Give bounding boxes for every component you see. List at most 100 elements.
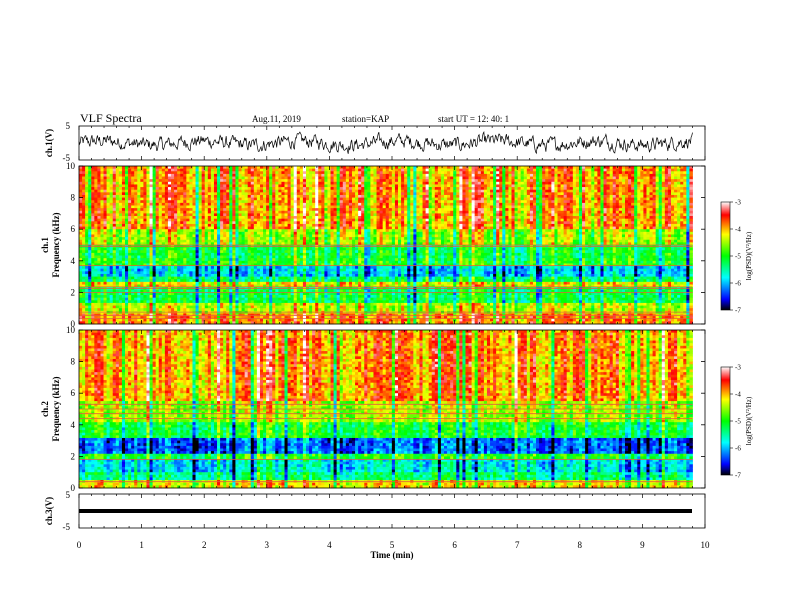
spectrogram-cell bbox=[189, 308, 193, 312]
spectrogram-cell bbox=[128, 260, 132, 264]
spectrogram-cell bbox=[281, 316, 285, 320]
spectrogram-cell bbox=[121, 252, 126, 256]
spectrogram-cell bbox=[210, 295, 215, 299]
spectrogram-cell bbox=[115, 197, 120, 201]
spectrogram-cell bbox=[284, 250, 288, 254]
spectrogram-cell bbox=[296, 168, 301, 172]
spectrogram-cell bbox=[235, 237, 239, 241]
spectrogram-cell bbox=[253, 210, 258, 214]
spectrogram-cell bbox=[155, 221, 160, 225]
spectrogram-cell bbox=[315, 305, 319, 309]
spectrogram-cell bbox=[109, 263, 114, 267]
spectrogram-cell bbox=[235, 221, 239, 225]
spectrogram-cell bbox=[275, 302, 279, 306]
spectrogram-cell bbox=[244, 200, 249, 204]
spectrogram-cell bbox=[272, 210, 276, 214]
spectrogram-cell bbox=[210, 223, 215, 227]
spectrogram-cell bbox=[112, 218, 117, 222]
spectrogram-cell bbox=[201, 255, 206, 259]
spectrogram-cell bbox=[91, 271, 95, 275]
spectrogram-cell bbox=[229, 208, 233, 212]
spectrogram-cell bbox=[278, 181, 282, 185]
spectrogram-cell bbox=[149, 260, 154, 264]
spectrogram-cell bbox=[296, 242, 301, 246]
spectrogram-cell bbox=[232, 226, 236, 230]
spectrogram-cell bbox=[287, 297, 292, 301]
spectrogram-cell bbox=[204, 239, 209, 243]
spectrogram-cell bbox=[296, 247, 301, 251]
spectrogram-cell bbox=[85, 184, 89, 188]
spectrogram-cell bbox=[183, 242, 187, 246]
spectrogram-cell bbox=[217, 197, 221, 201]
spectrogram-cell bbox=[220, 273, 224, 277]
spectrogram-cell bbox=[85, 226, 89, 230]
spectrogram-cell bbox=[192, 187, 196, 191]
spectrogram-cell bbox=[244, 279, 249, 283]
spectrogram-cell bbox=[217, 318, 221, 322]
spectrogram-cell bbox=[82, 276, 86, 280]
spectrogram-cell bbox=[269, 234, 273, 238]
spectrogram-cell bbox=[134, 247, 138, 251]
spectrogram-cell bbox=[229, 239, 233, 243]
spectrogram-cell bbox=[223, 242, 227, 246]
spectrogram-cell bbox=[204, 202, 209, 206]
spectrogram-cell bbox=[223, 231, 227, 235]
spectrogram-cell bbox=[333, 168, 338, 172]
spectrogram-cell bbox=[263, 279, 267, 283]
spectrogram-cell bbox=[118, 260, 123, 264]
spectrogram-cell bbox=[241, 218, 246, 222]
spectrogram-cell bbox=[266, 273, 270, 277]
spectrogram-cell bbox=[241, 268, 246, 272]
spectrogram-cell bbox=[247, 302, 252, 306]
spectrogram-cell bbox=[287, 168, 292, 172]
spectrogram-cell bbox=[315, 208, 319, 212]
spectrogram-cell bbox=[106, 321, 111, 325]
spectrogram-cell bbox=[118, 171, 123, 175]
spectrogram-cell bbox=[180, 221, 184, 225]
spectrogram-cell bbox=[100, 173, 104, 177]
spectrogram-cell bbox=[259, 226, 264, 230]
spectrogram-cell bbox=[330, 200, 334, 204]
spectrogram-cell bbox=[318, 276, 322, 280]
spectrogram-cell bbox=[94, 226, 98, 230]
spectrogram-cell bbox=[131, 194, 135, 198]
spectrogram-cell bbox=[177, 279, 181, 283]
spectrogram-cell bbox=[106, 184, 111, 188]
spectrogram-cell bbox=[143, 258, 147, 262]
spectrogram-cell bbox=[171, 197, 175, 201]
spectrogram-cell bbox=[128, 179, 132, 183]
spectrogram-cell bbox=[309, 276, 313, 280]
spectrogram-cell bbox=[103, 229, 108, 233]
spectrogram-cell bbox=[293, 276, 298, 280]
spectrogram-cell bbox=[137, 218, 141, 222]
spectrogram-cell bbox=[269, 173, 273, 177]
spectrogram-cell bbox=[143, 166, 147, 170]
spectrogram-cell bbox=[309, 255, 313, 259]
spectrogram-cell bbox=[204, 292, 209, 296]
spectrogram-cell bbox=[333, 179, 338, 183]
spectrogram-cell bbox=[235, 266, 239, 270]
spectrogram-cell bbox=[290, 223, 295, 227]
spectrogram-cell bbox=[284, 173, 288, 177]
spectrogram-cell bbox=[213, 181, 218, 185]
spectrogram-cell bbox=[82, 295, 86, 299]
spectrogram-cell bbox=[204, 258, 209, 262]
spectrogram-cell bbox=[217, 218, 221, 222]
spectrogram-cell bbox=[158, 308, 163, 312]
spectrogram-cell bbox=[281, 231, 285, 235]
spectrogram-cell bbox=[82, 279, 86, 283]
spectrogram-cell bbox=[235, 308, 239, 312]
spectrogram-cell bbox=[134, 208, 138, 212]
spectrogram-cell bbox=[183, 237, 187, 241]
spectrogram-cell bbox=[82, 205, 86, 209]
spectrogram-cell bbox=[210, 171, 215, 175]
spectrogram-cell bbox=[256, 263, 261, 267]
spectrogram-cell bbox=[278, 239, 282, 243]
spectrogram-cell bbox=[210, 205, 215, 209]
spectrogram-cell bbox=[315, 292, 319, 296]
spectrogram-cell bbox=[192, 234, 196, 238]
spectrogram-cell bbox=[88, 268, 92, 272]
spectrogram-cell bbox=[140, 321, 144, 325]
spectrogram-cell bbox=[324, 223, 328, 227]
spectrogram-cell bbox=[189, 318, 193, 322]
